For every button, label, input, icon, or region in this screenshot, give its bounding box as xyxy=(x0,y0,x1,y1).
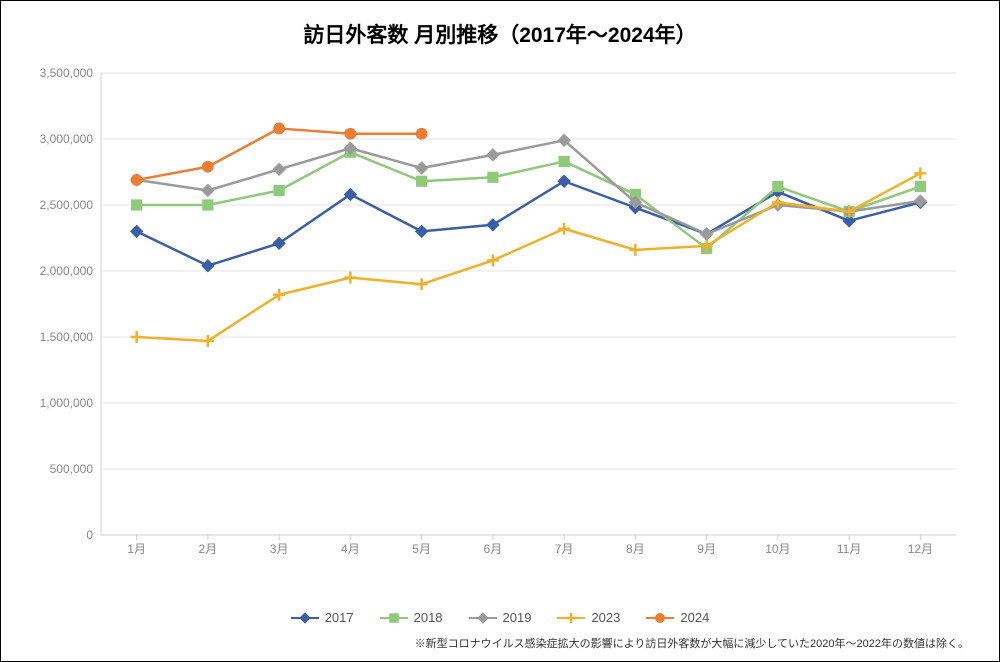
legend-swatch xyxy=(380,611,408,625)
svg-text:9月: 9月 xyxy=(697,542,716,556)
svg-text:1,000,000: 1,000,000 xyxy=(40,396,94,410)
svg-text:11月: 11月 xyxy=(837,542,861,556)
series-2019 xyxy=(131,134,927,240)
chart-title: 訪日外客数 月別推移（2017年～2024年） xyxy=(1,1,999,49)
svg-text:5月: 5月 xyxy=(412,542,431,556)
svg-text:6月: 6月 xyxy=(484,542,503,556)
svg-text:500,000: 500,000 xyxy=(50,462,94,476)
svg-text:2,500,000: 2,500,000 xyxy=(40,198,94,212)
legend: 2017 2018 2019 2023 2024 xyxy=(1,610,999,625)
legend-swatch xyxy=(646,611,674,625)
series-2018 xyxy=(132,147,926,254)
legend-item-2024: 2024 xyxy=(646,610,709,625)
svg-text:3,500,000: 3,500,000 xyxy=(40,66,94,80)
svg-text:8月: 8月 xyxy=(626,542,645,556)
legend-swatch xyxy=(291,611,319,625)
legend-label: 2018 xyxy=(414,610,443,625)
legend-item-2017: 2017 xyxy=(291,610,354,625)
legend-item-2023: 2023 xyxy=(557,610,620,625)
chart-area: 0 500,000 1,000,000 1,500,000 2,000,000 2,500… xyxy=(31,63,969,591)
svg-text:4月: 4月 xyxy=(341,542,360,556)
svg-text:2月: 2月 xyxy=(199,542,218,556)
svg-text:10月: 10月 xyxy=(765,542,790,556)
legend-label: 2024 xyxy=(680,610,709,625)
svg-text:1,500,000: 1,500,000 xyxy=(40,330,94,344)
svg-text:7月: 7月 xyxy=(555,542,574,556)
footnote: ※新型コロナウイルス感染症拡大の影響により訪日外客数が大幅に減少していた2020… xyxy=(415,635,969,651)
legend-label: 2023 xyxy=(591,610,620,625)
legend-item-2018: 2018 xyxy=(380,610,443,625)
legend-label: 2019 xyxy=(503,610,532,625)
svg-text:2,000,000: 2,000,000 xyxy=(40,264,94,278)
series-2023 xyxy=(131,167,927,347)
line-chart-svg: 0 500,000 1,000,000 1,500,000 2,000,000 2,500… xyxy=(31,63,971,563)
svg-text:1月: 1月 xyxy=(127,542,146,556)
svg-text:0: 0 xyxy=(86,528,93,542)
svg-text:3月: 3月 xyxy=(270,542,289,556)
series-2017 xyxy=(131,175,927,271)
chart-frame: { "title": "訪日外客数 月別推移（2017年～2024年）", "t… xyxy=(0,0,1000,662)
legend-swatch xyxy=(469,611,497,625)
svg-text:12月: 12月 xyxy=(908,542,933,556)
legend-item-2019: 2019 xyxy=(469,610,532,625)
svg-text:3,000,000: 3,000,000 xyxy=(40,132,94,146)
legend-swatch xyxy=(557,611,585,625)
legend-label: 2017 xyxy=(325,610,354,625)
